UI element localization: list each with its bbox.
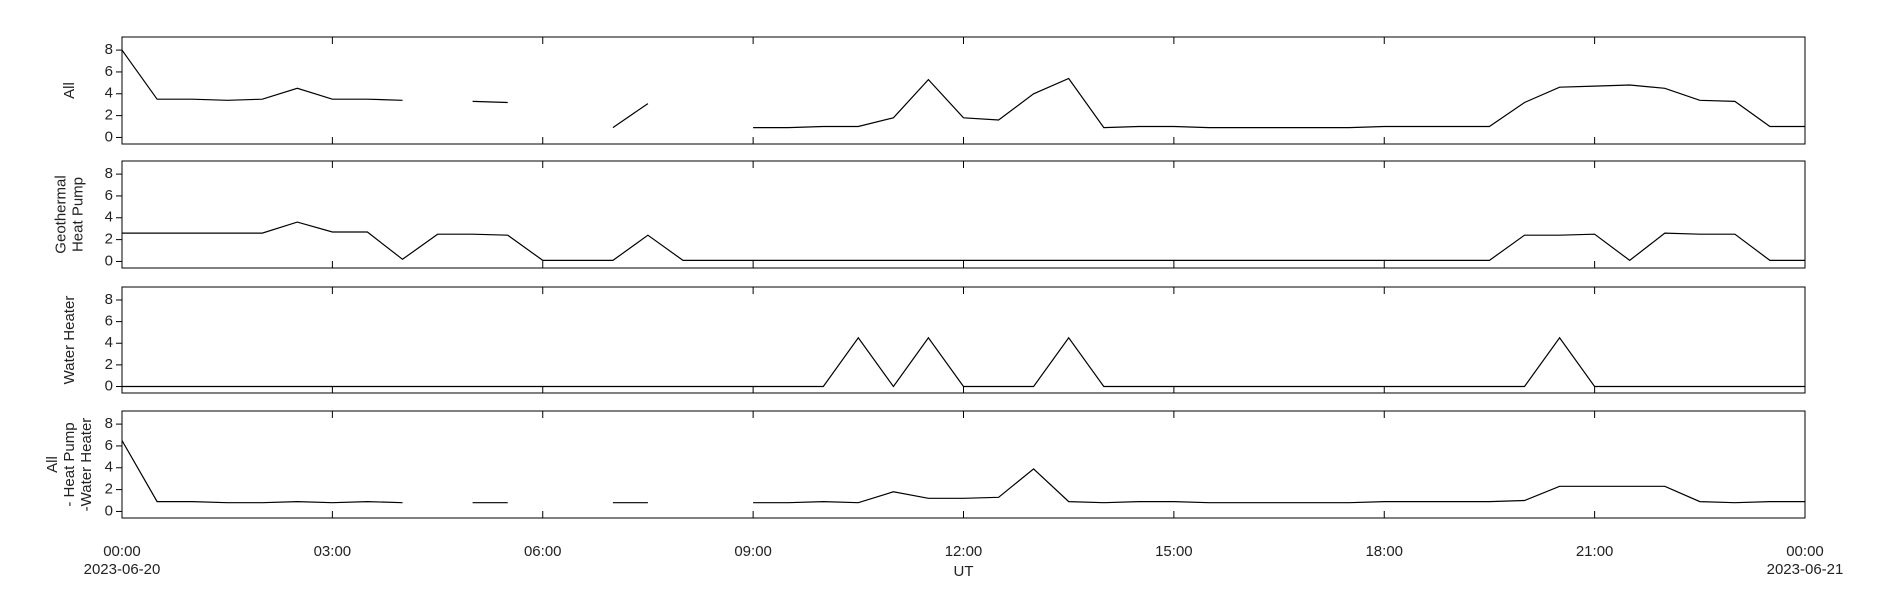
y-tick-label: 4 — [105, 85, 113, 102]
x-tick-label: 18:00 — [1365, 543, 1403, 560]
x-tick-label: 12:00 — [945, 543, 983, 560]
y-axis-label: Water Heater — [61, 296, 78, 385]
x-tick-label: 00:00 — [103, 543, 141, 560]
x-tick-label: 15:00 — [1155, 543, 1193, 560]
y-tick-label: 0 — [105, 377, 113, 394]
x-tick-label: 06:00 — [524, 543, 562, 560]
x-tick-date: 2023-06-20 — [84, 561, 161, 578]
y-tick-label: 4 — [105, 209, 113, 226]
y-tick-label: 8 — [105, 415, 113, 432]
y-tick-label: 6 — [105, 437, 113, 454]
y-axis-label: - Heat Pump — [61, 422, 78, 506]
y-tick-label: 6 — [105, 63, 113, 80]
y-axis-label: Heat Pump — [69, 177, 86, 252]
y-tick-label: 2 — [105, 356, 113, 373]
y-axis-label: Geothermal — [52, 175, 69, 253]
y-tick-label: 4 — [105, 459, 113, 476]
y-tick-label: 2 — [105, 481, 113, 498]
x-tick-label: 00:00 — [1786, 543, 1824, 560]
data-line — [121, 49, 1805, 129]
x-axis-label: UT — [954, 563, 974, 580]
y-tick-label: 0 — [105, 502, 113, 519]
x-tick-date: 2023-06-21 — [1767, 561, 1844, 578]
y-tick-label: 8 — [105, 291, 113, 308]
y-tick-label: 6 — [105, 187, 113, 204]
y-tick-label: 4 — [105, 334, 113, 351]
data-line — [121, 440, 1805, 504]
x-tick-label: 03:00 — [314, 543, 352, 560]
y-tick-label: 6 — [105, 313, 113, 330]
x-tick-label: 21:00 — [1576, 543, 1614, 560]
panel-frame — [121, 286, 1806, 394]
x-tick-label: 09:00 — [734, 543, 772, 560]
data-line — [122, 221, 1805, 262]
data-line — [122, 336, 1805, 388]
y-axis-label: -Water Heater — [78, 418, 95, 512]
y-axis-label: All — [44, 456, 61, 473]
y-tick-label: 0 — [105, 128, 113, 145]
y-tick-label: 2 — [105, 231, 113, 248]
y-tick-label: 8 — [105, 41, 113, 58]
panel-frame — [121, 160, 1806, 269]
y-tick-label: 2 — [105, 107, 113, 124]
y-tick-label: 0 — [105, 252, 113, 269]
y-tick-label: 8 — [105, 165, 113, 182]
y-axis-label: All — [61, 82, 78, 99]
